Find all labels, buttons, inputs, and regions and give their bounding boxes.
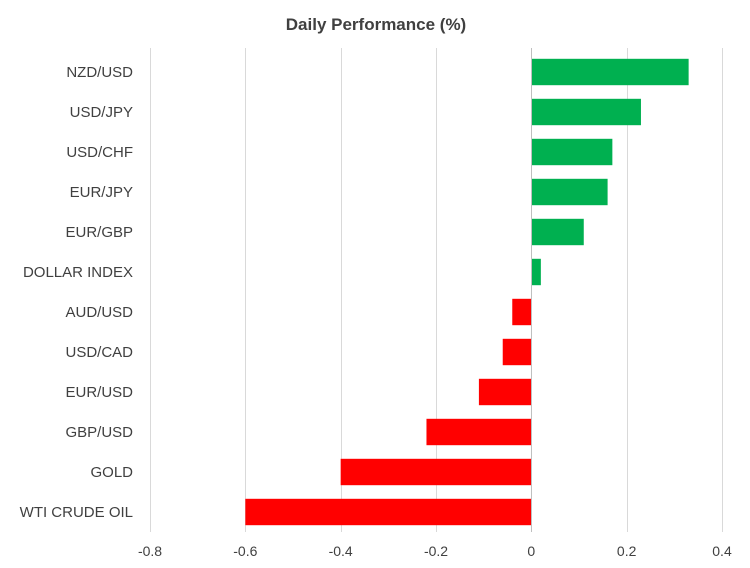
category-label: GBP/USD [65, 424, 133, 441]
x-tick-label: 0.4 [712, 543, 732, 559]
chart-title: Daily Performance (%) [286, 15, 466, 34]
category-labels: NZD/USD USD/JPY USD/CHF EUR/JPY EUR/GBP DOLLA… [20, 64, 134, 521]
bar-nzd-usd [531, 58, 689, 86]
gridlines [150, 48, 723, 532]
bar-eur-gbp [531, 218, 584, 246]
x-tick-label: -0.6 [233, 543, 257, 559]
category-label: NZD/USD [66, 64, 133, 81]
bar-usd-chf [531, 138, 613, 166]
bar-usd-cad [502, 338, 532, 366]
bar-wti-crude-oil [245, 498, 532, 526]
x-tick-label: -0.2 [424, 543, 448, 559]
category-label: USD/CAD [65, 344, 133, 361]
category-label: GOLD [90, 464, 133, 481]
bar-gold [340, 458, 532, 486]
bar-dollar-index [531, 258, 541, 286]
bar-eur-usd [478, 378, 532, 406]
x-tick-label: -0.4 [329, 543, 353, 559]
x-axis-tick-labels: -0.8 -0.6 -0.4 -0.2 0 0.2 0.4 [138, 543, 732, 559]
bar-eur-jpy [531, 178, 608, 206]
bar-aud-usd [512, 298, 532, 326]
category-label: USD/JPY [70, 104, 133, 121]
category-label: AUD/USD [65, 304, 133, 321]
bar-gbp-usd [426, 418, 532, 446]
bar-usd-jpy [531, 98, 641, 126]
category-label: WTI CRUDE OIL [20, 504, 133, 521]
category-label: EUR/JPY [70, 184, 133, 201]
x-tick-label: 0.2 [617, 543, 637, 559]
category-label: EUR/GBP [65, 224, 133, 241]
bars [245, 58, 689, 526]
x-tick-label: 0 [527, 543, 535, 559]
category-label: DOLLAR INDEX [23, 264, 133, 281]
category-label: USD/CHF [66, 144, 133, 161]
x-tick-label: -0.8 [138, 543, 162, 559]
category-label: EUR/USD [65, 384, 133, 401]
